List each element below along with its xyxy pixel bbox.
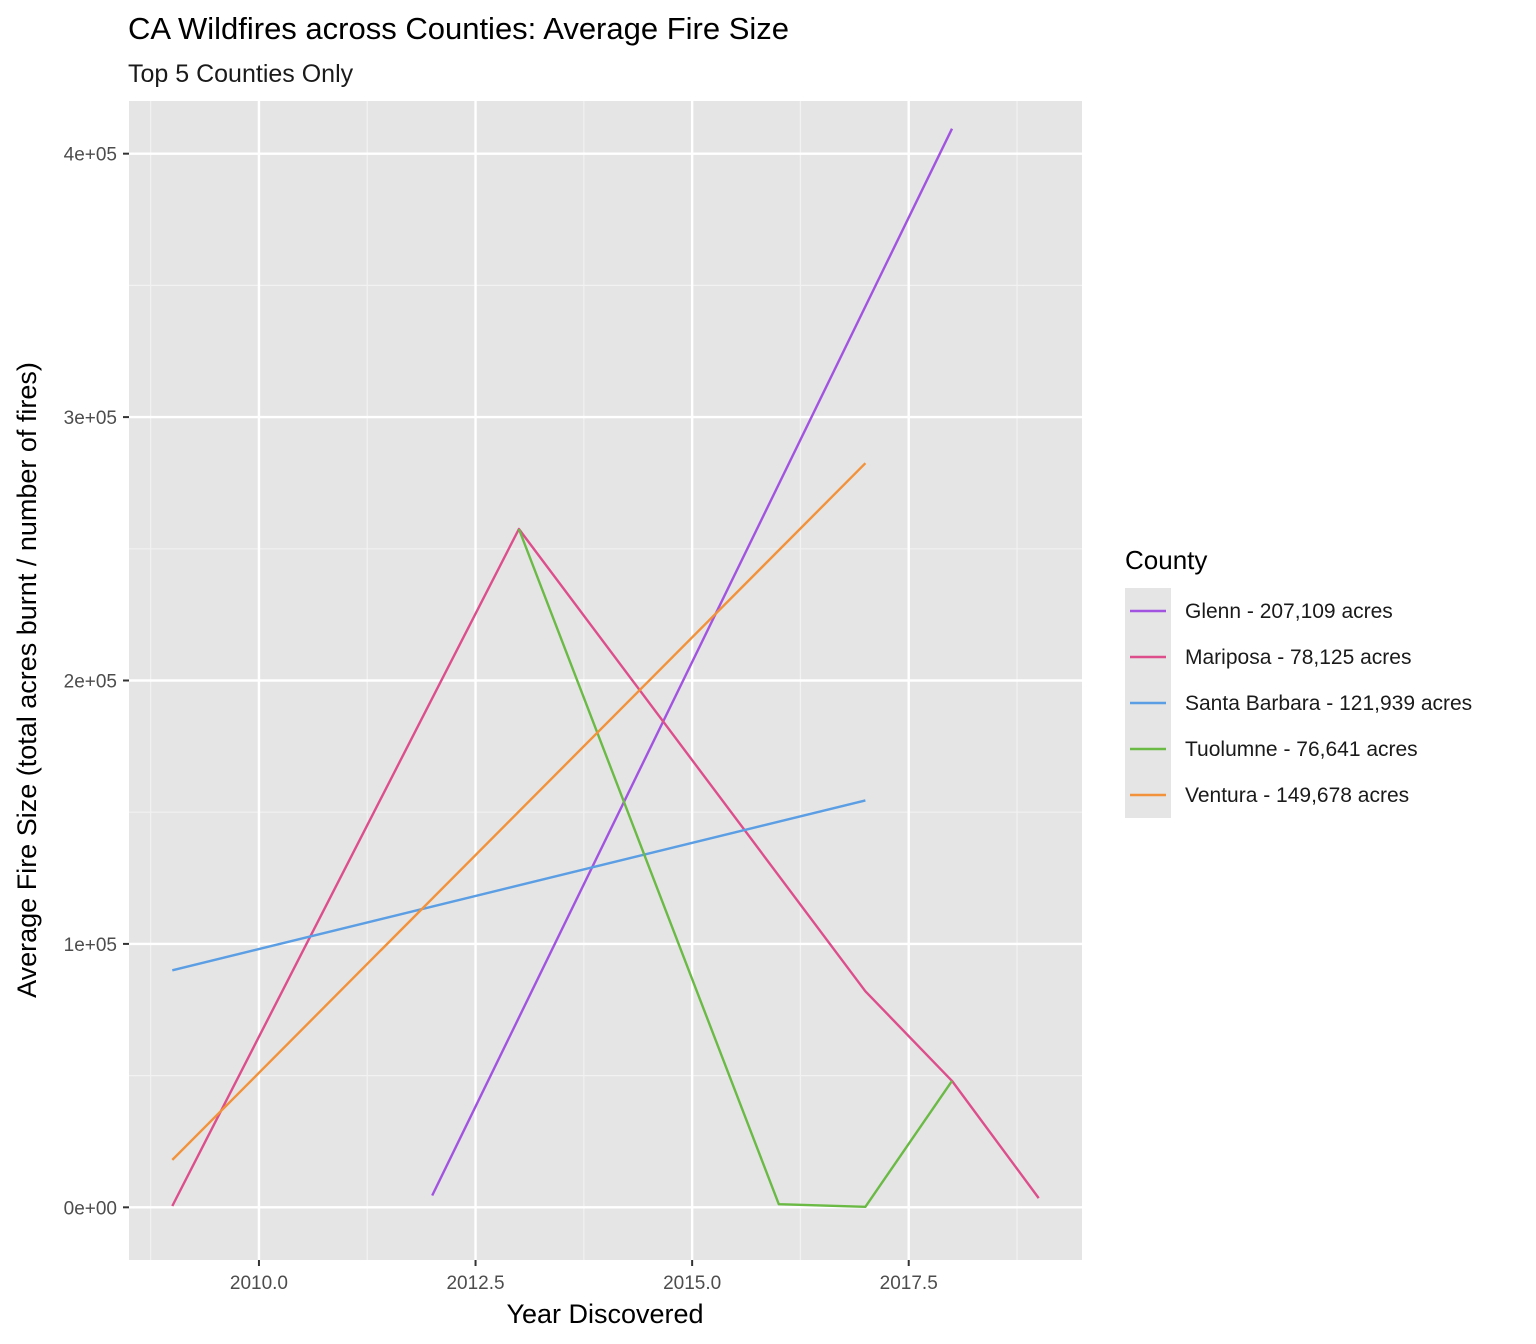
legend-label: Mariposa - 78,125 acres: [1185, 646, 1411, 669]
legend-label: Tuolumne - 76,641 acres: [1185, 738, 1418, 761]
plot-area: [129, 101, 1082, 1260]
x-tick-label: 2017.5: [880, 1273, 938, 1294]
x-axis-title: Year Discovered: [506, 1299, 703, 1329]
series-line: [431, 128, 954, 1197]
major-gridlines: [129, 101, 1082, 1260]
series-line: [171, 462, 867, 1161]
legend: County Glenn - 207,109 acres Mariposa - 7…: [1125, 545, 1472, 818]
x-tick-label: 2015.0: [663, 1273, 721, 1294]
chart-subtitle: Top 5 Counties Only: [128, 60, 354, 88]
y-axis-title: Average Fire Size (total acres burnt / n…: [12, 362, 42, 998]
y-tick-label: 3e+05: [64, 408, 117, 429]
series-line: [172, 799, 866, 972]
x-tick-label: 2012.5: [446, 1273, 504, 1294]
y-tick-label: 0e+00: [64, 1198, 117, 1219]
legend-label: Glenn - 207,109 acres: [1185, 600, 1393, 623]
y-axis: 0e+00 1e+05 2e+05 3e+05 4e+05: [64, 145, 129, 1219]
y-tick-label: 1e+05: [64, 935, 117, 956]
chart-title: CA Wildfires across Counties: Average Fi…: [128, 11, 789, 46]
series-lines: [171, 128, 1040, 1209]
series-line: [517, 528, 953, 1209]
x-tick-label: 2010.0: [230, 1273, 288, 1294]
legend-items: Glenn - 207,109 acres Mariposa - 78,125 a…: [1125, 588, 1472, 818]
x-axis: 2010.0 2012.5 2015.0 2017.5: [230, 1260, 938, 1294]
y-tick-label: 4e+05: [64, 145, 117, 166]
legend-label: Ventura - 149,678 acres: [1185, 784, 1409, 807]
legend-title: County: [1125, 545, 1207, 575]
y-tick-label: 2e+05: [64, 672, 117, 693]
legend-label: Santa Barbara - 121,939 acres: [1185, 692, 1472, 715]
series-line: [171, 527, 1040, 1207]
